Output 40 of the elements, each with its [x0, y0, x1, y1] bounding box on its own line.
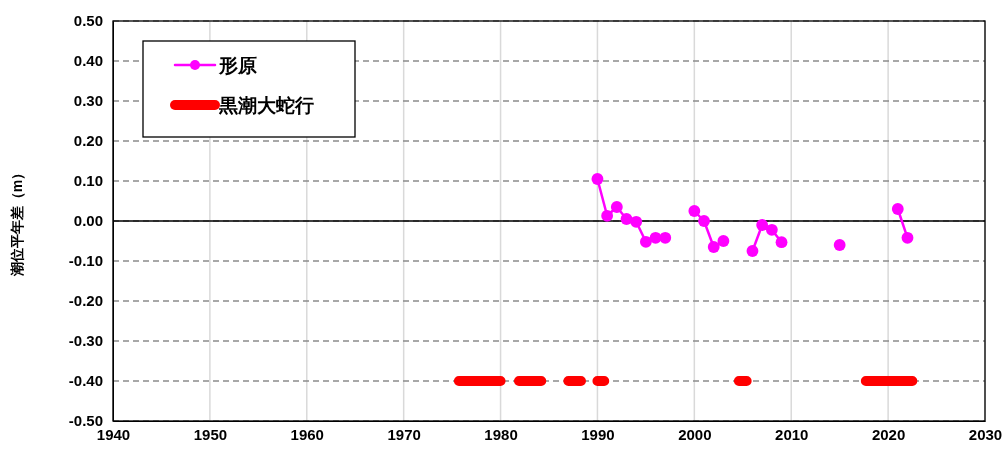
point [630, 215, 643, 228]
y-tick-label: 0.50 [73, 12, 103, 30]
y-tick-label: 0.40 [73, 52, 103, 70]
point [659, 231, 672, 244]
y-axis-title: 潮位平年差（m） [9, 165, 25, 278]
point [639, 235, 652, 248]
point [717, 235, 730, 247]
legend-label: 黒潮大蛇行 [218, 95, 314, 116]
legend-label: 形原 [218, 55, 257, 76]
y-tick-label: 0.20 [73, 132, 103, 150]
x-tick-label: 1960 [290, 425, 324, 443]
x-tick-label: 2020 [871, 425, 906, 443]
point [746, 245, 759, 257]
point [698, 215, 710, 227]
point [891, 203, 904, 215]
point [591, 173, 604, 185]
point [901, 231, 914, 244]
point [610, 201, 623, 213]
x-tick-label: 1990 [581, 425, 615, 443]
point [756, 219, 769, 231]
y-tick-label: 0.30 [73, 92, 103, 110]
y-tick-label: 0.00 [73, 212, 103, 230]
y-tick-label: -0.30 [68, 332, 103, 350]
x-tick-label: 1980 [484, 425, 518, 443]
x-tick-label: 2000 [678, 425, 712, 443]
y-tick-label: 0.10 [73, 172, 103, 190]
y-tick-label: -0.40 [68, 372, 103, 390]
point [688, 205, 701, 217]
x-tick-label: 2030 [968, 425, 1003, 443]
x-tick-label: 1950 [193, 425, 228, 443]
x-tick-label: 2010 [775, 425, 809, 443]
point [775, 236, 788, 249]
point [833, 239, 846, 251]
point [765, 223, 778, 236]
point [620, 213, 633, 225]
y-tick-label: -0.10 [68, 252, 103, 270]
point [707, 241, 720, 253]
y-tick-label: -0.20 [68, 292, 103, 310]
x-tick-label: 1970 [387, 425, 421, 443]
point [601, 209, 614, 222]
